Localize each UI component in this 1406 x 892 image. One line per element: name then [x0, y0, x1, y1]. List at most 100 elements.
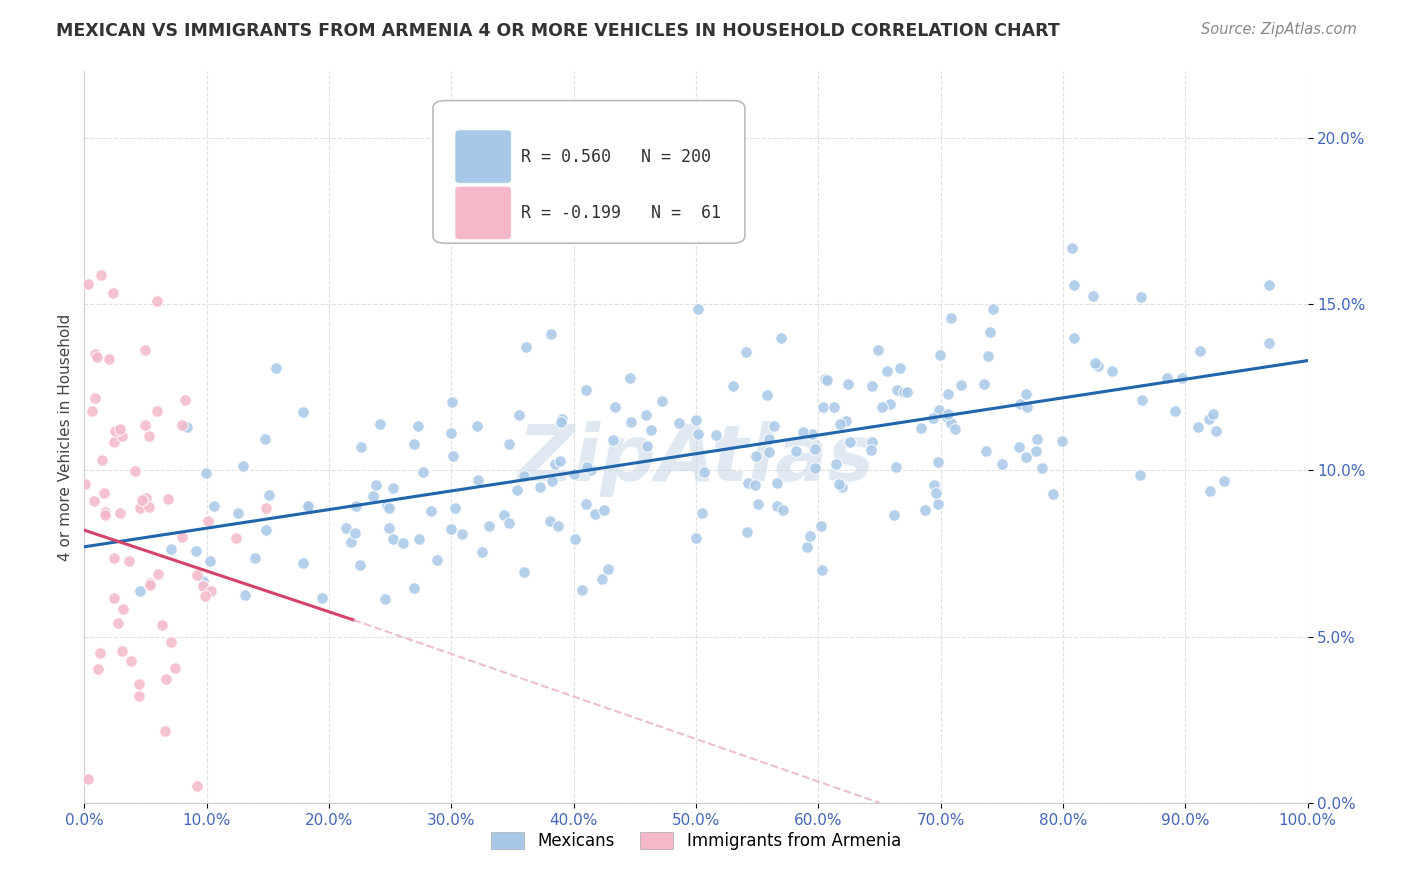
Point: [636, 439, 658, 453]
Point: [1087, 359, 1109, 374]
Point: [363, 489, 385, 503]
Point: [311, 591, 333, 605]
Point: [564, 532, 586, 546]
Point: [548, 453, 571, 467]
Point: [991, 457, 1014, 471]
Point: [193, 579, 215, 593]
Text: R = -0.199   N =  61: R = -0.199 N = 61: [522, 204, 721, 222]
Point: [111, 644, 134, 658]
Point: [1101, 364, 1123, 378]
Point: [508, 409, 530, 423]
Point: [830, 417, 852, 431]
Point: [636, 409, 658, 423]
Point: [550, 415, 572, 429]
Point: [335, 521, 357, 535]
Point: [837, 376, 859, 391]
Point: [128, 583, 150, 598]
Point: [344, 500, 367, 514]
Point: [860, 379, 883, 393]
Point: [814, 372, 837, 386]
Point: [792, 425, 814, 440]
Point: [87, 662, 110, 676]
Point: [544, 457, 567, 471]
Point: [977, 350, 1000, 364]
Point: [800, 426, 823, 441]
Point: [138, 500, 160, 515]
Point: [928, 403, 950, 417]
Point: [1198, 412, 1220, 426]
Point: [498, 437, 520, 451]
Point: [176, 419, 198, 434]
Point: [292, 405, 315, 419]
Point: [766, 475, 789, 490]
Point: [1025, 444, 1047, 458]
Point: [155, 724, 177, 739]
Point: [134, 418, 156, 433]
Point: [426, 553, 449, 567]
Point: [547, 519, 569, 533]
Point: [803, 442, 825, 457]
Point: [291, 556, 314, 570]
Point: [704, 428, 727, 442]
Point: [1202, 407, 1225, 421]
Point: [925, 485, 948, 500]
Point: [690, 506, 713, 520]
Point: [1015, 450, 1038, 464]
Point: [1130, 392, 1153, 407]
Point: [927, 454, 949, 468]
Point: [515, 340, 537, 354]
Point: [810, 518, 832, 533]
Point: [440, 394, 463, 409]
Point: [693, 465, 716, 479]
Point: [603, 400, 626, 414]
Point: [1025, 432, 1047, 446]
Point: [90, 268, 112, 283]
Point: [935, 409, 957, 424]
Point: [134, 491, 156, 505]
Point: [688, 426, 710, 441]
Point: [941, 417, 963, 431]
Point: [506, 483, 529, 498]
Point: [893, 384, 915, 399]
Point: [538, 514, 561, 528]
Point: [146, 404, 169, 418]
Point: [98, 351, 121, 366]
Point: [103, 434, 125, 449]
Point: [450, 526, 472, 541]
Point: [382, 481, 405, 495]
Point: [108, 506, 131, 520]
Point: [146, 294, 169, 309]
Point: [770, 331, 793, 345]
Point: [134, 343, 156, 357]
Point: [440, 522, 463, 536]
Point: [420, 504, 443, 518]
Point: [107, 615, 129, 630]
Point: [146, 566, 169, 581]
Point: [765, 499, 787, 513]
Point: [571, 582, 593, 597]
Point: [870, 400, 893, 414]
Point: [979, 325, 1001, 339]
Point: [104, 424, 127, 438]
Point: [163, 661, 186, 675]
Point: [83, 347, 105, 361]
FancyBboxPatch shape: [456, 186, 512, 240]
Point: [922, 410, 945, 425]
FancyBboxPatch shape: [433, 101, 745, 244]
Point: [1010, 397, 1032, 411]
Point: [949, 378, 972, 392]
Point: [876, 363, 898, 377]
Point: [737, 475, 759, 490]
Point: [640, 423, 662, 437]
Point: [94, 505, 117, 519]
Point: [118, 553, 141, 567]
Point: [668, 416, 690, 430]
Point: [374, 591, 396, 606]
Point: [579, 463, 602, 477]
Point: [815, 374, 838, 388]
Point: [868, 343, 890, 357]
Point: [139, 575, 162, 590]
Point: [735, 525, 758, 540]
Point: [375, 499, 398, 513]
Point: [575, 383, 598, 397]
